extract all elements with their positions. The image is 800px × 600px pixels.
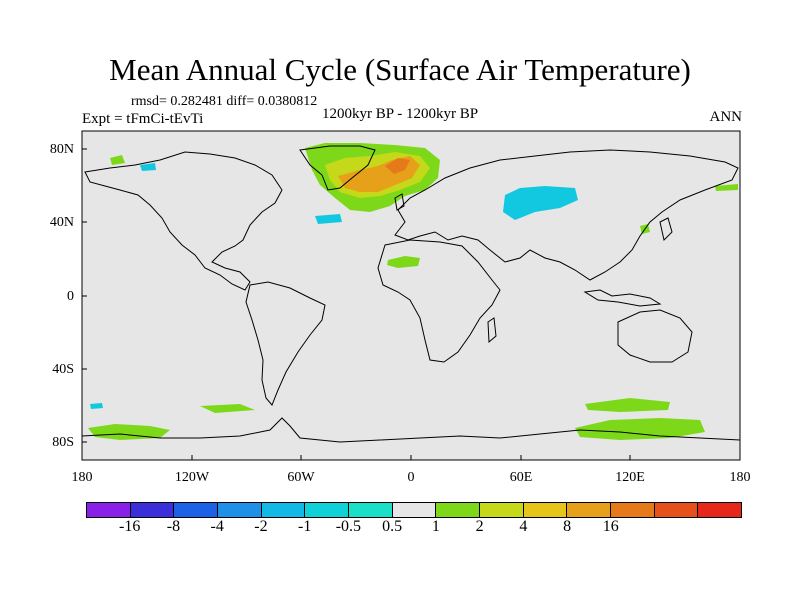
colorbar-label: 2	[475, 518, 484, 535]
colorbar-segment-12	[611, 503, 655, 517]
patch-asia-cyan	[503, 186, 578, 220]
colorbar-label: 0.5	[382, 518, 403, 535]
anomaly-patches	[88, 143, 738, 440]
colorbar-label: 16	[602, 518, 619, 535]
experiment-label: Expt = tFmCi-tEvTi	[82, 111, 204, 127]
patch-antarctic-east	[575, 418, 705, 440]
lon-label-120e: 120E	[615, 470, 645, 485]
lon-label-60w: 60W	[287, 470, 315, 485]
patch-southern-ocean-3	[90, 403, 103, 409]
colorbar-label: 1	[431, 518, 440, 535]
coastlines	[81, 145, 741, 443]
lon-axis: 180 120W 60W 0 60E 120E 180	[72, 470, 751, 485]
colorbar-label: 4	[519, 518, 528, 535]
lon-label-0: 0	[408, 470, 415, 485]
coast-antarctica	[81, 417, 741, 443]
tick-marks	[82, 148, 631, 460]
coast-eurasia	[394, 149, 739, 281]
lat-label-40s: 40S	[52, 362, 74, 377]
patch-southern-ocean-1	[585, 398, 670, 412]
colorbar-segment-7	[392, 503, 437, 517]
colorbar-label: -16	[119, 518, 141, 535]
lon-label-180e: 180	[730, 470, 751, 485]
colorbar-segment-8	[436, 503, 481, 517]
coast-north-america	[84, 151, 283, 291]
coast-japan	[659, 217, 673, 241]
coast-greenland	[299, 145, 376, 191]
colorbar-label: -0.5	[335, 518, 362, 535]
patch-antarctic-west	[88, 424, 170, 440]
lat-label-80s: 80S	[52, 435, 74, 450]
lon-label-180w: 180	[72, 470, 93, 485]
patch-arctic-3	[715, 184, 738, 191]
lon-label-120w: 120W	[175, 470, 210, 485]
lat-label-80n: 80N	[50, 142, 74, 157]
coast-australia	[617, 309, 693, 363]
coast-madagascar	[487, 317, 497, 344]
colorbar-label: -2	[254, 518, 268, 535]
colorbar-segment-1	[130, 503, 175, 517]
colorbar-segment-3	[218, 503, 262, 517]
colorbar-label: -8	[166, 518, 181, 535]
patch-arctic-1	[110, 155, 125, 165]
patch-sahara	[387, 256, 420, 268]
patch-greenland-core	[385, 158, 410, 174]
patch-atlantic-cyan	[315, 214, 342, 224]
colorbar-segment-9	[480, 503, 524, 517]
period-label: 1200kyr BP - 1200kyr BP	[322, 106, 479, 122]
lon-label-60e: 60E	[510, 470, 533, 485]
colorbar-segment-13	[654, 503, 699, 517]
colorbar-label: 8	[563, 518, 572, 535]
patch-southern-ocean-2	[200, 404, 255, 413]
season-label: ANN	[709, 109, 743, 125]
lat-axis: 80N 40N 0 40S 80S	[50, 142, 74, 450]
patch-arctic-2	[140, 163, 156, 171]
colorbar-segment-5	[305, 503, 350, 517]
colorbar-segment-6	[349, 503, 393, 517]
colorbar-segment-11	[567, 503, 612, 517]
coast-south-america	[245, 281, 326, 406]
coast-indonesia	[583, 289, 662, 307]
page-title: Mean Annual Cycle (Surface Air Temperatu…	[109, 52, 691, 87]
lat-label-40n: 40N	[50, 215, 74, 230]
colorbar	[86, 502, 742, 518]
colorbar-segment-14	[698, 503, 742, 517]
colorbar-label: -4	[210, 518, 224, 535]
stats-text: rmsd= 0.282481 diff= 0.0380812	[131, 94, 318, 109]
coast-africa	[377, 239, 501, 363]
lat-label-0: 0	[67, 289, 74, 304]
coast-uk	[394, 193, 405, 211]
colorbar-segment-0	[87, 503, 131, 517]
colorbar-segment-2	[174, 503, 219, 517]
colorbar-segment-10	[523, 503, 568, 517]
colorbar-segment-4	[261, 503, 306, 517]
colorbar-label: -1	[297, 518, 312, 535]
